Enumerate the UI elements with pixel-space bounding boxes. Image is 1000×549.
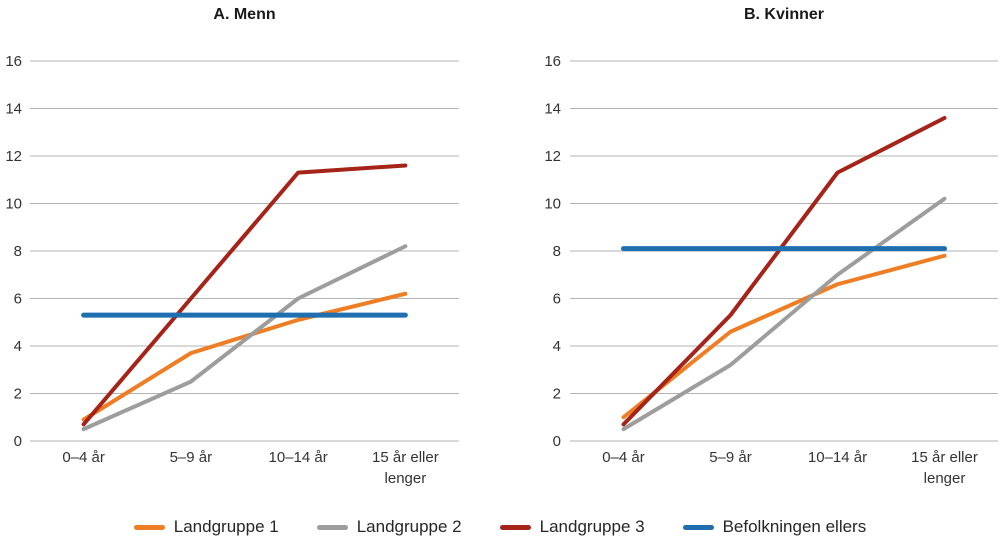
- x-category-label: 5–9 år: [709, 449, 752, 466]
- x-category-label: 5–9 år: [170, 449, 213, 466]
- line-chart-menn: 0 2 4 6 8 10 12 14 16 0–4 år 5–9 år 10–14 år 15 år e…: [5, 53, 459, 487]
- x-category-label: 15 år eller lenger: [372, 449, 439, 487]
- panel-title: B. Kvinner: [743, 6, 824, 23]
- y-tick-label: 8: [14, 243, 22, 260]
- panel-title: A. Menn: [213, 6, 276, 23]
- legend-label: Landgruppe 1: [173, 517, 279, 536]
- panel-b-kvinner: B. Kvinner 0 2 4 6 8 10 12 14 16 0–4 år 5–9 år 10–1…: [500, 0, 1000, 505]
- y-tick-label: 2: [553, 386, 561, 403]
- y-tick-label: 16: [544, 53, 561, 70]
- y-tick-label: 4: [14, 338, 22, 355]
- x-category-label: 0–4 år: [602, 449, 645, 466]
- legend-item-befolkningen-ellers: Befolkningen ellers: [682, 517, 867, 537]
- y-tick-label: 16: [5, 53, 22, 70]
- y-tick-label: 0: [553, 433, 561, 450]
- legend-swatch: [316, 524, 348, 530]
- y-tick-label: 14: [544, 101, 561, 118]
- x-category-label: 10–14 år: [269, 449, 328, 466]
- series-line-landgruppe-2: [81, 244, 408, 432]
- y-tick-label: 4: [553, 338, 561, 355]
- series-line-landgruppe-1: [621, 253, 947, 420]
- legend-swatch: [682, 524, 714, 530]
- y-tick-label: 0: [14, 433, 22, 450]
- legend-swatch: [499, 524, 531, 530]
- series-line-landgruppe-1: [81, 291, 408, 422]
- line-chart-kvinner: 0 2 4 6 8 10 12 14 16 0–4 år 5–9 år 10–14 år 15 år e…: [544, 53, 998, 487]
- legend-label: Landgruppe 2: [356, 517, 462, 536]
- x-category-label: 10–14 år: [808, 449, 867, 466]
- y-tick-label: 6: [553, 291, 561, 308]
- legend-item-landgruppe-2: Landgruppe 2: [316, 517, 462, 537]
- y-tick-label: 2: [14, 386, 22, 403]
- series-line-landgruppe-3: [621, 116, 947, 427]
- legend-label: Landgruppe 3: [539, 517, 645, 536]
- y-tick-label: 10: [5, 196, 22, 213]
- y-tick-label: 12: [544, 148, 561, 165]
- legend-swatch: [133, 524, 165, 530]
- series-line-landgruppe-2: [621, 196, 947, 432]
- legend-item-landgruppe-1: Landgruppe 1: [133, 517, 279, 537]
- y-tick-label: 12: [5, 148, 22, 165]
- x-category-label: 15 år eller lenger: [911, 449, 978, 487]
- panel-a-menn: A. Menn 0 2 4 6 8 10 12 14 16 0–4 år 5–9 år 10–14 å…: [0, 0, 500, 505]
- x-category-label: 0–4 år: [62, 449, 105, 466]
- y-tick-label: 8: [553, 243, 561, 260]
- series-line-landgruppe-3: [81, 163, 408, 427]
- y-tick-label: 10: [544, 196, 561, 213]
- y-tick-label: 6: [14, 291, 22, 308]
- legend-item-landgruppe-3: Landgruppe 3: [499, 517, 645, 537]
- legend-label: Befolkningen ellers: [722, 517, 867, 536]
- chart-legend: Landgruppe 1 Landgruppe 2 Landgruppe 3 Befo…: [0, 506, 1000, 548]
- y-tick-label: 14: [5, 101, 22, 118]
